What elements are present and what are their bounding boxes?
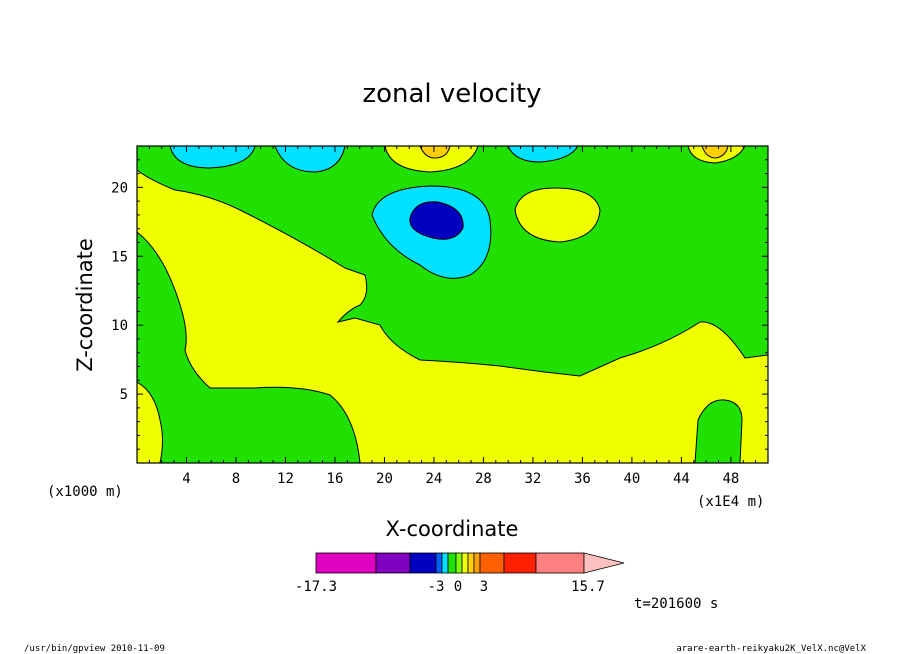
colorbar-label: -17.3 bbox=[295, 579, 337, 595]
contour-cyan-top-3 bbox=[507, 146, 579, 163]
colorbar-segment bbox=[447, 552, 457, 574]
x-tick-label: 4 bbox=[182, 471, 190, 487]
x-tick-label: 24 bbox=[426, 471, 443, 487]
y-tick-label: 15 bbox=[111, 249, 128, 265]
contour-green-bottom-right bbox=[694, 399, 743, 463]
y-tick-label: 20 bbox=[111, 180, 128, 196]
contour-cyan-top-1 bbox=[169, 146, 256, 169]
colorbar-segment bbox=[479, 552, 505, 574]
y-tick-label: 10 bbox=[111, 318, 128, 334]
contour-blue-core bbox=[409, 201, 464, 240]
colorbar-label: -3 bbox=[428, 579, 445, 595]
plot-area bbox=[137, 146, 768, 463]
contour-yellow-top-1 bbox=[384, 146, 479, 173]
contour-yellow-lower-left bbox=[137, 381, 163, 463]
x-scale-note: (x1E4 m) bbox=[697, 494, 764, 510]
contour-cyan-top-2 bbox=[274, 146, 346, 173]
colorbar-segment bbox=[461, 552, 469, 574]
contour-orange-top-1 bbox=[419, 146, 451, 159]
plot-frame bbox=[136, 145, 769, 464]
chart-title: zonal velocity bbox=[362, 79, 541, 109]
colorbar-label: 3 bbox=[480, 579, 488, 595]
x-tick-label: 28 bbox=[475, 471, 492, 487]
x-axis: 4 8 12 16 20 24 28 32 36 40 44 48 bbox=[148, 146, 757, 487]
colorbar-segment bbox=[375, 552, 411, 574]
colorbar-segment bbox=[315, 552, 377, 574]
x-axis-label: X-coordinate bbox=[386, 517, 519, 541]
colorbar-segment bbox=[441, 552, 449, 574]
colorbar-labels: -17.3 -3 0 3 15.7 bbox=[295, 579, 605, 595]
x-tick-label: 44 bbox=[673, 471, 690, 487]
colorbar-segment bbox=[473, 552, 481, 574]
x-tick-label: 36 bbox=[574, 471, 591, 487]
x-tick-label: 32 bbox=[524, 471, 541, 487]
colorbar-label: 15.7 bbox=[571, 579, 605, 595]
colorbar-arrow bbox=[583, 552, 625, 574]
footer-left: /usr/bin/gpview 2010-11-09 bbox=[24, 644, 165, 654]
x-tick-label: 40 bbox=[623, 471, 640, 487]
x-tick-label: 8 bbox=[232, 471, 240, 487]
contour-orange-top-2 bbox=[701, 146, 729, 159]
colorbar bbox=[315, 552, 625, 574]
colorbar-label: 0 bbox=[454, 579, 462, 595]
colorbar-segment bbox=[435, 552, 443, 574]
y-axis: 5 10 15 20 bbox=[111, 159, 768, 450]
footer-right: arare-earth-reikyaku2K_VelX.nc@VelX bbox=[676, 644, 866, 654]
colorbar-segment bbox=[455, 552, 463, 574]
x-tick-label: 12 bbox=[277, 471, 294, 487]
contour-yellow-right-blob bbox=[514, 187, 601, 243]
y-axis-label: Z-coordinate bbox=[73, 238, 97, 372]
x-tick-label: 20 bbox=[376, 471, 393, 487]
y-tick-label: 5 bbox=[120, 387, 128, 403]
time-label: t=201600 s bbox=[634, 596, 718, 612]
y-scale-note: (x1000 m) bbox=[47, 484, 123, 500]
colorbar-segment bbox=[503, 552, 537, 574]
x-tick-label: 16 bbox=[327, 471, 344, 487]
colorbar-segment bbox=[409, 552, 437, 574]
x-tick-label: 48 bbox=[722, 471, 739, 487]
colorbar-segment bbox=[467, 552, 475, 574]
colorbar-segment bbox=[535, 552, 585, 574]
